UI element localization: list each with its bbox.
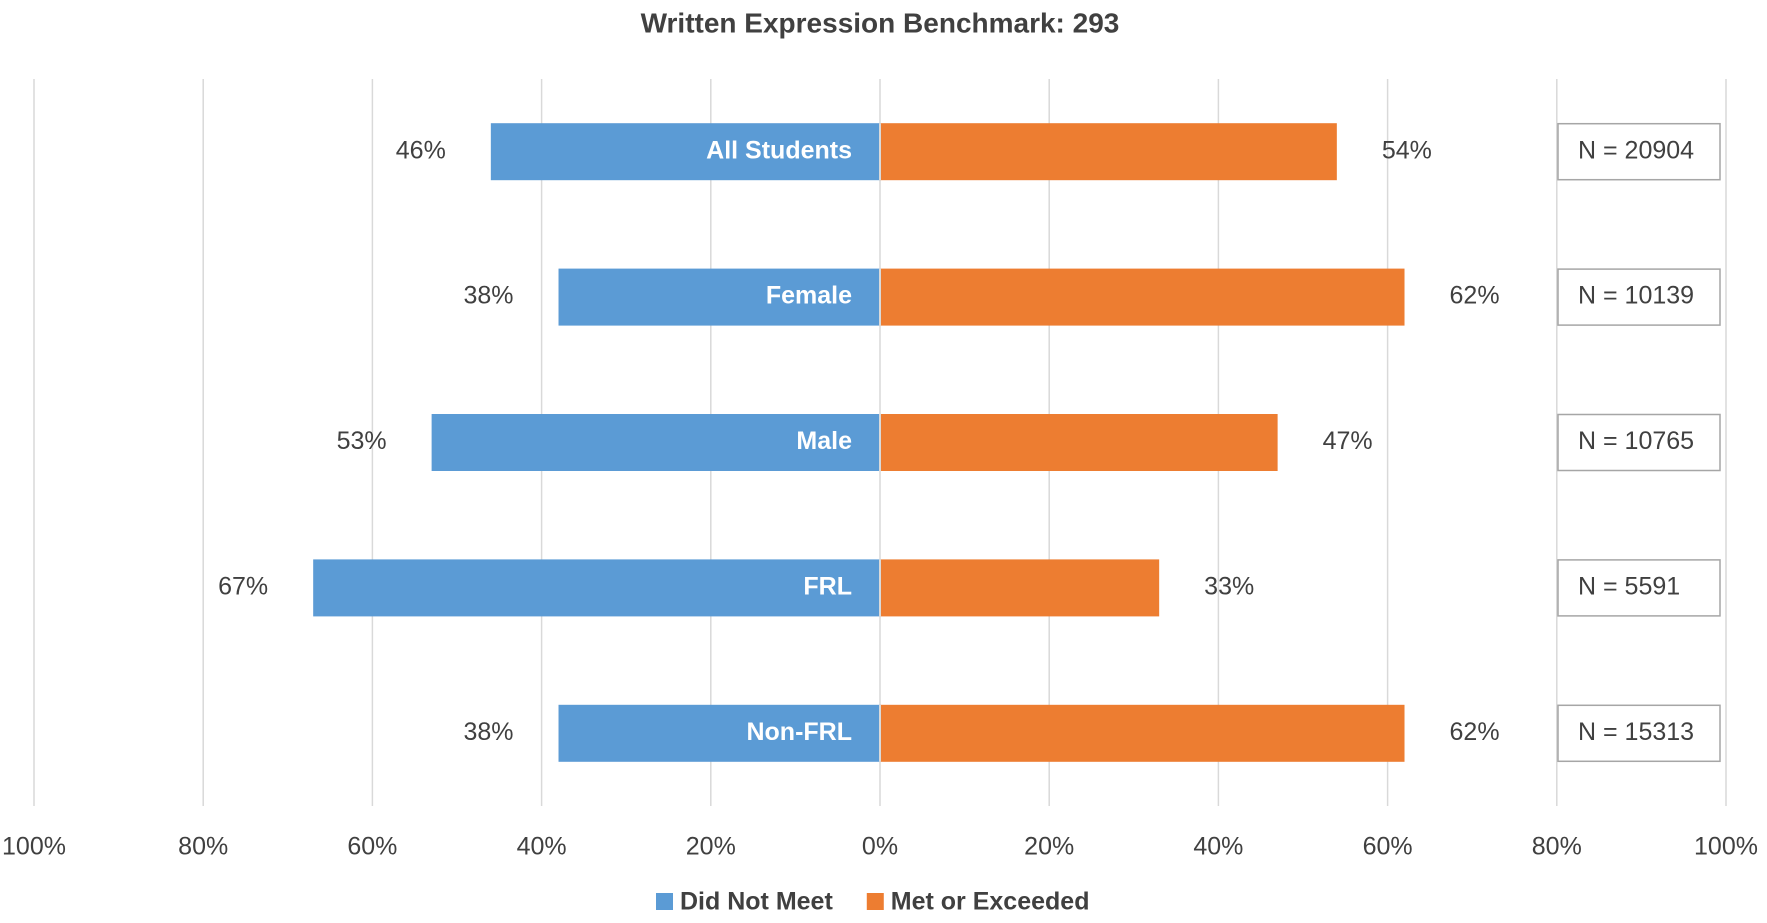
- data-label: 62%: [1450, 282, 1500, 310]
- data-label: 54%: [1382, 136, 1432, 164]
- chart-title: Written Expression Benchmark: 293: [641, 7, 1120, 38]
- data-label: 38%: [463, 718, 513, 746]
- data-label: 46%: [396, 136, 446, 164]
- category-label: Male: [796, 427, 852, 455]
- data-label: 53%: [337, 427, 387, 455]
- annotation-box: [1557, 559, 1721, 617]
- x-tick-label: 60%: [1363, 833, 1413, 861]
- bar: [490, 123, 880, 181]
- bar: [431, 414, 880, 471]
- annotation: N = 10139: [1578, 282, 1694, 310]
- legend-swatch: [656, 893, 673, 910]
- annotation-box: [1557, 268, 1721, 326]
- annotation: N = 20904: [1578, 136, 1694, 164]
- legend-swatch: [866, 893, 884, 910]
- x-tick-label: 20%: [1024, 833, 1074, 861]
- category-label: All Students: [706, 136, 852, 164]
- bar: [880, 268, 1405, 326]
- legend-label: Did Not Meet: [680, 888, 833, 916]
- data-label: 38%: [463, 282, 513, 310]
- category-label: Non-FRL: [746, 718, 852, 746]
- x-tick-label: 100%: [2, 833, 66, 861]
- x-tick-label: 80%: [178, 833, 228, 861]
- x-tick-label: 100%: [1694, 833, 1758, 861]
- data-label: 33%: [1204, 573, 1254, 601]
- x-tick-label: 40%: [517, 833, 567, 861]
- bar: [558, 268, 880, 326]
- x-tick-label: 20%: [686, 833, 736, 861]
- data-label: 67%: [218, 573, 268, 601]
- annotation: N = 15313: [1578, 718, 1694, 746]
- bar: [880, 559, 1160, 617]
- annotation-box: [1557, 704, 1721, 763]
- x-tick-label: 80%: [1532, 833, 1582, 861]
- annotation: N = 10765: [1578, 427, 1694, 455]
- data-label: 47%: [1323, 427, 1373, 455]
- category-label: FRL: [803, 573, 852, 601]
- annotation-box: [1557, 413, 1721, 472]
- x-tick-label: 60%: [347, 833, 397, 861]
- bar: [880, 123, 1337, 181]
- bar: [313, 559, 880, 617]
- annotation: N = 5591: [1578, 573, 1680, 601]
- bar: [558, 704, 880, 762]
- annotation-box: [1557, 122, 1721, 181]
- category-label: Female: [766, 282, 852, 310]
- x-tick-label: 0%: [862, 833, 898, 861]
- bar: [880, 704, 1405, 762]
- legend-label: Met or Exceeded: [891, 888, 1090, 916]
- bar: [880, 414, 1278, 471]
- data-label: 62%: [1450, 718, 1500, 746]
- x-tick-label: 40%: [1193, 833, 1243, 861]
